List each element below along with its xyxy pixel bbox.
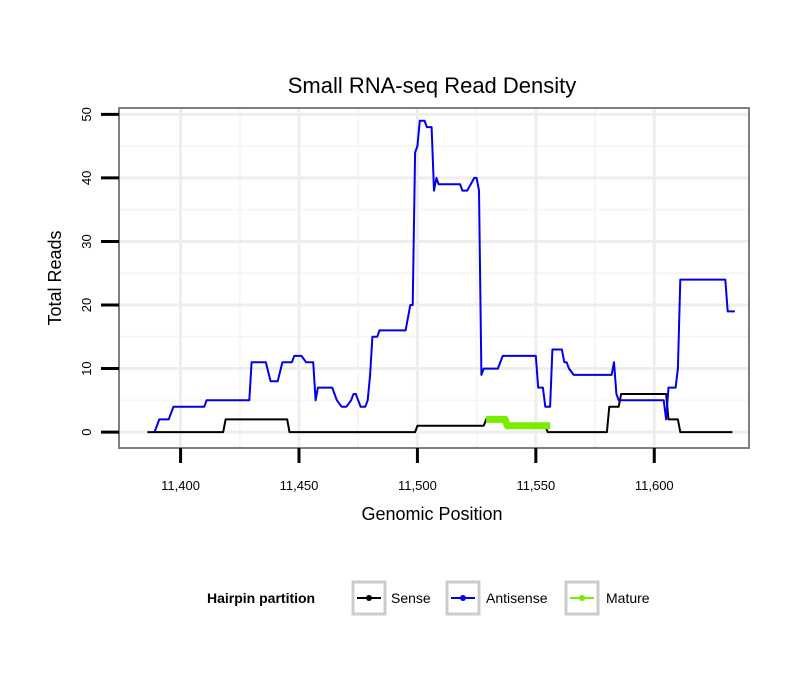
legend-title: Hairpin partition — [207, 590, 315, 606]
series-lines — [147, 119, 735, 434]
legend-item-mature: Mature — [564, 580, 650, 616]
legend-label-sense: Sense — [391, 590, 431, 606]
grid-lines — [119, 108, 749, 448]
legend-label-antisense: Antisense — [486, 590, 548, 606]
x-tick-label: 11,600 — [635, 478, 674, 493]
y-axis-label: Total Reads — [45, 230, 65, 325]
y-tick-label: 30 — [79, 234, 94, 248]
y-axis: 0 10 20 30 40 50 — [79, 107, 119, 436]
y-tick-label: 0 — [79, 428, 94, 435]
series-line-mature — [486, 415, 551, 430]
y-tick-label: 20 — [79, 298, 94, 312]
x-tick-label: 11,550 — [516, 478, 555, 493]
legend-item-antisense: Antisense — [445, 580, 548, 616]
x-axis: 11,400 11,450 11,500 11,550 11,600 — [161, 448, 674, 493]
legend: Hairpin partition Sense Antisense Mature — [207, 580, 650, 616]
x-tick-label: 11,400 — [161, 478, 200, 493]
y-tick-label: 10 — [79, 361, 94, 375]
legend-dot-sense — [366, 595, 372, 601]
legend-dot-antisense — [460, 595, 466, 601]
x-axis-label: Genomic Position — [361, 504, 502, 524]
legend-dot-mature — [579, 595, 585, 601]
y-tick-label: 40 — [79, 171, 94, 185]
plot-panel — [118, 107, 750, 449]
series-line-antisense — [153, 119, 735, 433]
y-tick-label: 50 — [79, 107, 94, 121]
legend-item-sense: Sense — [351, 580, 431, 616]
legend-label-mature: Mature — [606, 590, 650, 606]
panel-border — [118, 107, 750, 449]
x-tick-label: 11,500 — [398, 478, 437, 493]
x-tick-label: 11,450 — [280, 478, 319, 493]
chart-title: Small RNA-seq Read Density — [288, 73, 577, 98]
